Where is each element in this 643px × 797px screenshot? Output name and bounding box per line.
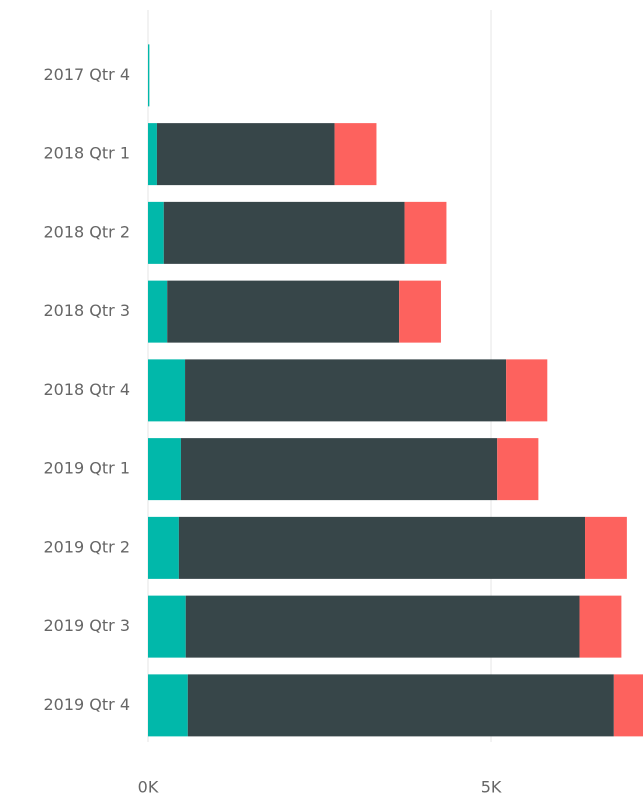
bar-segment <box>613 674 643 737</box>
y-tick-label: 2019 Qtr 3 <box>43 616 130 635</box>
bar-segment <box>148 201 164 264</box>
x-tick-label: 0K <box>138 778 159 797</box>
bar-segment <box>185 359 507 422</box>
bar-segment <box>148 123 157 186</box>
bar-segment <box>148 359 186 422</box>
y-tick-label: 2017 Qtr 4 <box>43 65 130 84</box>
bar-segment <box>180 438 498 501</box>
bar-segment <box>163 201 405 264</box>
bar-segment <box>185 595 580 658</box>
bar-segment <box>148 595 186 658</box>
bar-segment <box>404 201 447 264</box>
bar-segment <box>187 674 614 737</box>
bar-segment <box>156 123 335 186</box>
bar-segment <box>579 595 622 658</box>
y-tick-label: 2019 Qtr 2 <box>43 537 130 556</box>
y-tick-label: 2018 Qtr 1 <box>43 144 130 163</box>
bar-segment <box>148 674 188 737</box>
bar-segment <box>497 438 539 501</box>
bar-segment <box>148 44 150 107</box>
bar-segment <box>334 123 377 186</box>
bar-segment <box>148 280 168 343</box>
x-tick-label: 5K <box>481 778 502 797</box>
bar-segment <box>585 516 627 579</box>
bar-segment <box>178 516 586 579</box>
y-tick-label: 2018 Qtr 4 <box>43 380 130 399</box>
bar-segment <box>399 280 441 343</box>
bar-segment <box>148 438 181 501</box>
bar-segment <box>506 359 548 422</box>
bar-segment <box>167 280 400 343</box>
bar-segment <box>148 516 179 579</box>
y-tick-label: 2018 Qtr 2 <box>43 222 130 241</box>
y-tick-label: 2019 Qtr 1 <box>43 459 130 478</box>
y-tick-label: 2018 Qtr 3 <box>43 301 130 320</box>
y-tick-label: 2019 Qtr 4 <box>43 695 130 714</box>
